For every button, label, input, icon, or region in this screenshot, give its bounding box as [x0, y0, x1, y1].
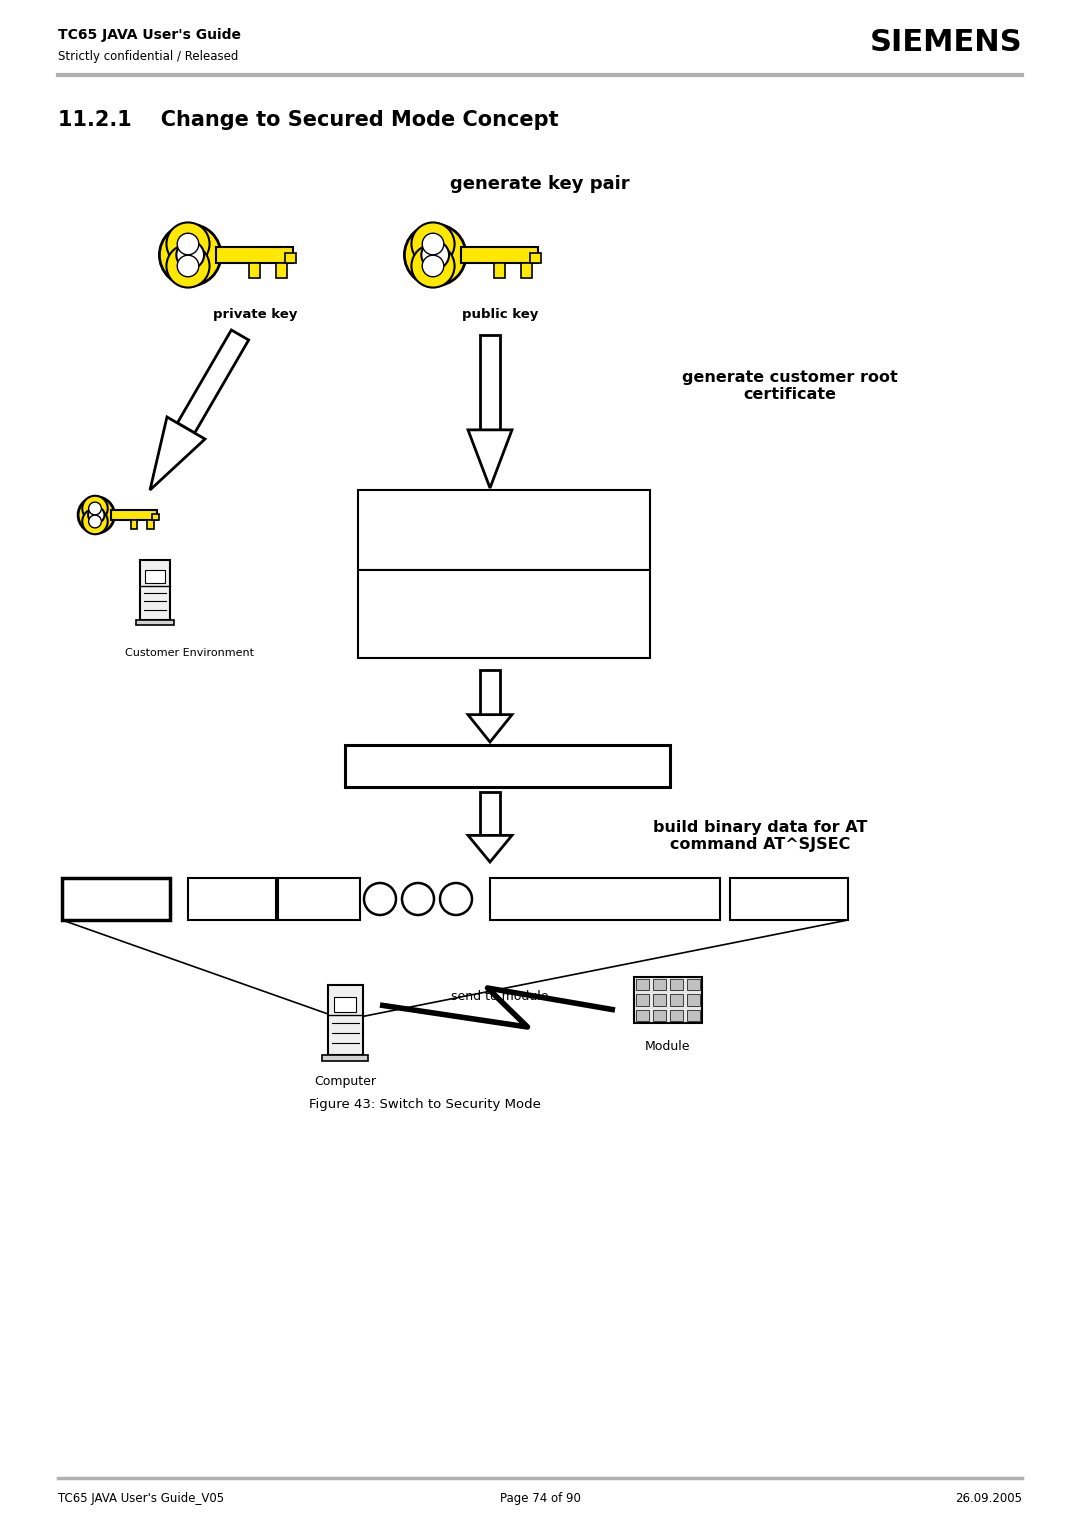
Text: generate key pair: generate key pair: [450, 176, 630, 193]
FancyBboxPatch shape: [152, 513, 159, 520]
Text: 11.2.1    Change to Secured Mode Concept: 11.2.1 Change to Secured Mode Concept: [58, 110, 558, 130]
FancyBboxPatch shape: [636, 978, 649, 990]
FancyBboxPatch shape: [146, 570, 164, 584]
FancyBboxPatch shape: [357, 570, 650, 659]
Circle shape: [89, 515, 102, 527]
FancyBboxPatch shape: [687, 995, 700, 1005]
Text: private key: private key: [213, 309, 297, 321]
Circle shape: [89, 503, 102, 515]
FancyBboxPatch shape: [276, 263, 287, 278]
Circle shape: [404, 225, 465, 286]
Circle shape: [176, 241, 204, 269]
Text: binary  data of certificate: binary data of certificate: [411, 759, 604, 773]
Text: signature: signature: [759, 892, 819, 906]
Circle shape: [422, 234, 444, 255]
FancyBboxPatch shape: [285, 254, 296, 263]
Text: Page 74 of 90: Page 74 of 90: [500, 1491, 580, 1505]
Circle shape: [402, 883, 434, 915]
FancyBboxPatch shape: [636, 1010, 649, 1021]
FancyBboxPatch shape: [248, 263, 259, 278]
FancyBboxPatch shape: [322, 1054, 368, 1060]
FancyBboxPatch shape: [670, 978, 683, 990]
FancyBboxPatch shape: [521, 263, 532, 278]
FancyBboxPatch shape: [653, 1010, 666, 1021]
Circle shape: [422, 255, 444, 277]
FancyBboxPatch shape: [634, 976, 702, 1024]
FancyBboxPatch shape: [131, 520, 137, 529]
Circle shape: [166, 244, 210, 287]
Circle shape: [78, 497, 114, 533]
Polygon shape: [468, 429, 512, 487]
Text: 26.09.2005: 26.09.2005: [955, 1491, 1022, 1505]
FancyBboxPatch shape: [216, 248, 293, 263]
FancyBboxPatch shape: [334, 996, 356, 1012]
FancyBboxPatch shape: [345, 746, 670, 787]
Circle shape: [82, 495, 108, 521]
Circle shape: [160, 225, 221, 286]
Circle shape: [440, 883, 472, 915]
FancyBboxPatch shape: [188, 879, 276, 920]
FancyBboxPatch shape: [653, 995, 666, 1005]
Text: Computer: Computer: [314, 1076, 376, 1088]
FancyBboxPatch shape: [480, 335, 500, 429]
Circle shape: [177, 234, 199, 255]
FancyBboxPatch shape: [111, 510, 157, 520]
Circle shape: [166, 223, 210, 266]
Circle shape: [411, 223, 455, 266]
Text: Customer Root Certificate
(X.509): Customer Root Certificate (X.509): [422, 516, 585, 544]
FancyBboxPatch shape: [147, 520, 153, 529]
Text: Strictly confidential / Released: Strictly confidential / Released: [58, 50, 239, 63]
Text: Figure 43: Switch to Security Mode: Figure 43: Switch to Security Mode: [309, 1099, 541, 1111]
FancyBboxPatch shape: [490, 879, 720, 920]
FancyBboxPatch shape: [687, 1010, 700, 1021]
FancyBboxPatch shape: [357, 490, 650, 570]
FancyBboxPatch shape: [480, 669, 500, 715]
FancyBboxPatch shape: [278, 879, 360, 920]
Circle shape: [89, 507, 105, 523]
Text: public key: public key: [462, 309, 538, 321]
FancyBboxPatch shape: [140, 561, 170, 620]
Text: TC65 JAVA User's Guide_V05: TC65 JAVA User's Guide_V05: [58, 1491, 225, 1505]
Circle shape: [177, 255, 199, 277]
Polygon shape: [177, 330, 248, 432]
Text: Customer Environment: Customer Environment: [125, 648, 254, 659]
Circle shape: [411, 244, 455, 287]
FancyBboxPatch shape: [494, 263, 504, 278]
FancyBboxPatch shape: [327, 986, 363, 1054]
Text: Module: Module: [645, 1041, 691, 1053]
FancyBboxPatch shape: [730, 879, 848, 920]
Circle shape: [421, 241, 449, 269]
FancyBboxPatch shape: [530, 254, 541, 263]
Text: cmd id: cmd id: [298, 892, 340, 906]
FancyBboxPatch shape: [670, 1010, 683, 1021]
Circle shape: [82, 509, 108, 535]
FancyBboxPatch shape: [136, 620, 174, 625]
Circle shape: [364, 883, 396, 915]
Text: send to module: send to module: [451, 990, 549, 1002]
Text: TC65 JAVA User's Guide: TC65 JAVA User's Guide: [58, 28, 241, 41]
FancyBboxPatch shape: [480, 792, 500, 836]
Text: public key from issuer of
the certificate: public key from issuer of the certificat…: [370, 601, 524, 628]
FancyBboxPatch shape: [687, 978, 700, 990]
Polygon shape: [468, 715, 512, 743]
FancyBboxPatch shape: [670, 995, 683, 1005]
FancyBboxPatch shape: [653, 978, 666, 990]
FancyBboxPatch shape: [636, 995, 649, 1005]
Text: AT^SJSEC: AT^SJSEC: [82, 892, 150, 906]
FancyBboxPatch shape: [460, 248, 538, 263]
Polygon shape: [150, 417, 205, 490]
Text: SIEMENS: SIEMENS: [869, 28, 1022, 57]
Text: cmd len: cmd len: [207, 892, 257, 906]
FancyBboxPatch shape: [62, 879, 170, 920]
Text: binary data of certificate: binary data of certificate: [527, 892, 683, 906]
Text: generate customer root
certificate: generate customer root certificate: [683, 370, 897, 402]
Text: build binary data for AT
command AT^SJSEC: build binary data for AT command AT^SJSE…: [652, 821, 867, 853]
Polygon shape: [468, 836, 512, 862]
